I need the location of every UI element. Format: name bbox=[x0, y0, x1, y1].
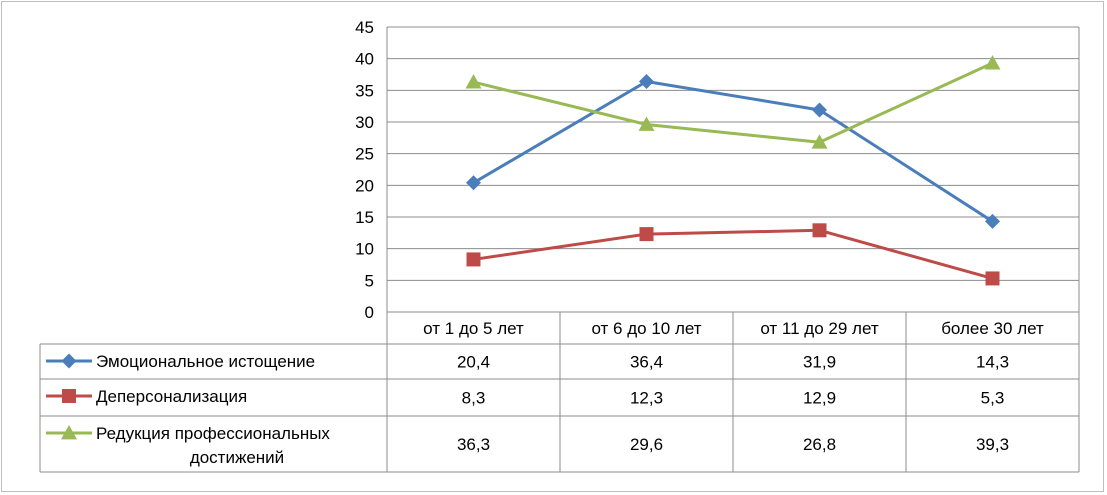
data-point-depersonalization bbox=[639, 227, 654, 242]
table-value-emotional-exhaustion: 31,9 bbox=[803, 353, 836, 372]
series-line-reduction-achievements bbox=[473, 61, 994, 144]
legend-label-emotional-exhaustion: Эмоциональное истощение bbox=[96, 352, 315, 371]
y-tick-label: 20 bbox=[355, 176, 374, 195]
table-value-reduction-achievements: 36,3 bbox=[457, 435, 490, 454]
y-tick-label: 45 bbox=[355, 18, 374, 37]
table-value-emotional-exhaustion: 14,3 bbox=[976, 353, 1009, 372]
data-point-reduction-achievements bbox=[811, 134, 828, 149]
table-value-depersonalization: 12,3 bbox=[630, 389, 663, 408]
data-point-reduction-achievements bbox=[465, 74, 482, 89]
data-point-reduction-achievements bbox=[984, 55, 1001, 70]
data-point-depersonalization bbox=[466, 252, 481, 267]
series-line-depersonalization bbox=[473, 228, 993, 280]
y-tick-label: 25 bbox=[355, 145, 374, 164]
table-value-depersonalization: 5,3 bbox=[981, 389, 1005, 408]
legend-marker-reduction-achievements bbox=[61, 425, 77, 440]
x-category-label: от 11 до 29 лет bbox=[760, 319, 879, 338]
table-value-reduction-achievements: 26,8 bbox=[803, 435, 836, 454]
x-category-label: от 1 до 5 лет bbox=[423, 319, 524, 338]
legend-marker-emotional-exhaustion bbox=[61, 353, 77, 369]
y-tick-label: 30 bbox=[355, 113, 374, 132]
data-point-depersonalization bbox=[812, 223, 827, 238]
data-point-emotional-exhaustion bbox=[466, 175, 481, 191]
series-line-emotional-exhaustion bbox=[472, 79, 994, 223]
x-category-label: от 6 до 10 лет bbox=[591, 319, 701, 338]
table-value-reduction-achievements: 29,6 bbox=[630, 435, 663, 454]
table-value-depersonalization: 8,3 bbox=[462, 389, 486, 408]
y-tick-label: 5 bbox=[365, 271, 374, 290]
data-point-depersonalization bbox=[985, 271, 1000, 286]
y-tick-label: 0 bbox=[365, 303, 374, 322]
table-value-depersonalization: 12,9 bbox=[803, 389, 836, 408]
legend-label-reduction-achievements-line-2: достижений bbox=[190, 448, 284, 467]
data-point-reduction-achievements bbox=[638, 116, 655, 131]
legend-label-reduction-achievements: Редукция профессиональных bbox=[96, 424, 330, 443]
data-point-emotional-exhaustion bbox=[812, 102, 827, 118]
data-point-emotional-exhaustion bbox=[985, 213, 1000, 229]
data-point-emotional-exhaustion bbox=[639, 73, 654, 89]
table-value-emotional-exhaustion: 36,4 bbox=[630, 353, 663, 372]
x-category-label: более 30 лет bbox=[941, 319, 1044, 338]
legend-label-depersonalization: Деперсонализация bbox=[96, 387, 247, 406]
y-tick-label: 15 bbox=[355, 208, 374, 227]
y-tick-label: 35 bbox=[355, 81, 374, 100]
table-value-reduction-achievements: 39,3 bbox=[976, 435, 1009, 454]
legend-marker-depersonalization bbox=[62, 389, 76, 403]
table-value-emotional-exhaustion: 20,4 bbox=[457, 353, 490, 372]
y-tick-label: 10 bbox=[355, 240, 374, 259]
y-tick-label: 40 bbox=[355, 50, 374, 69]
